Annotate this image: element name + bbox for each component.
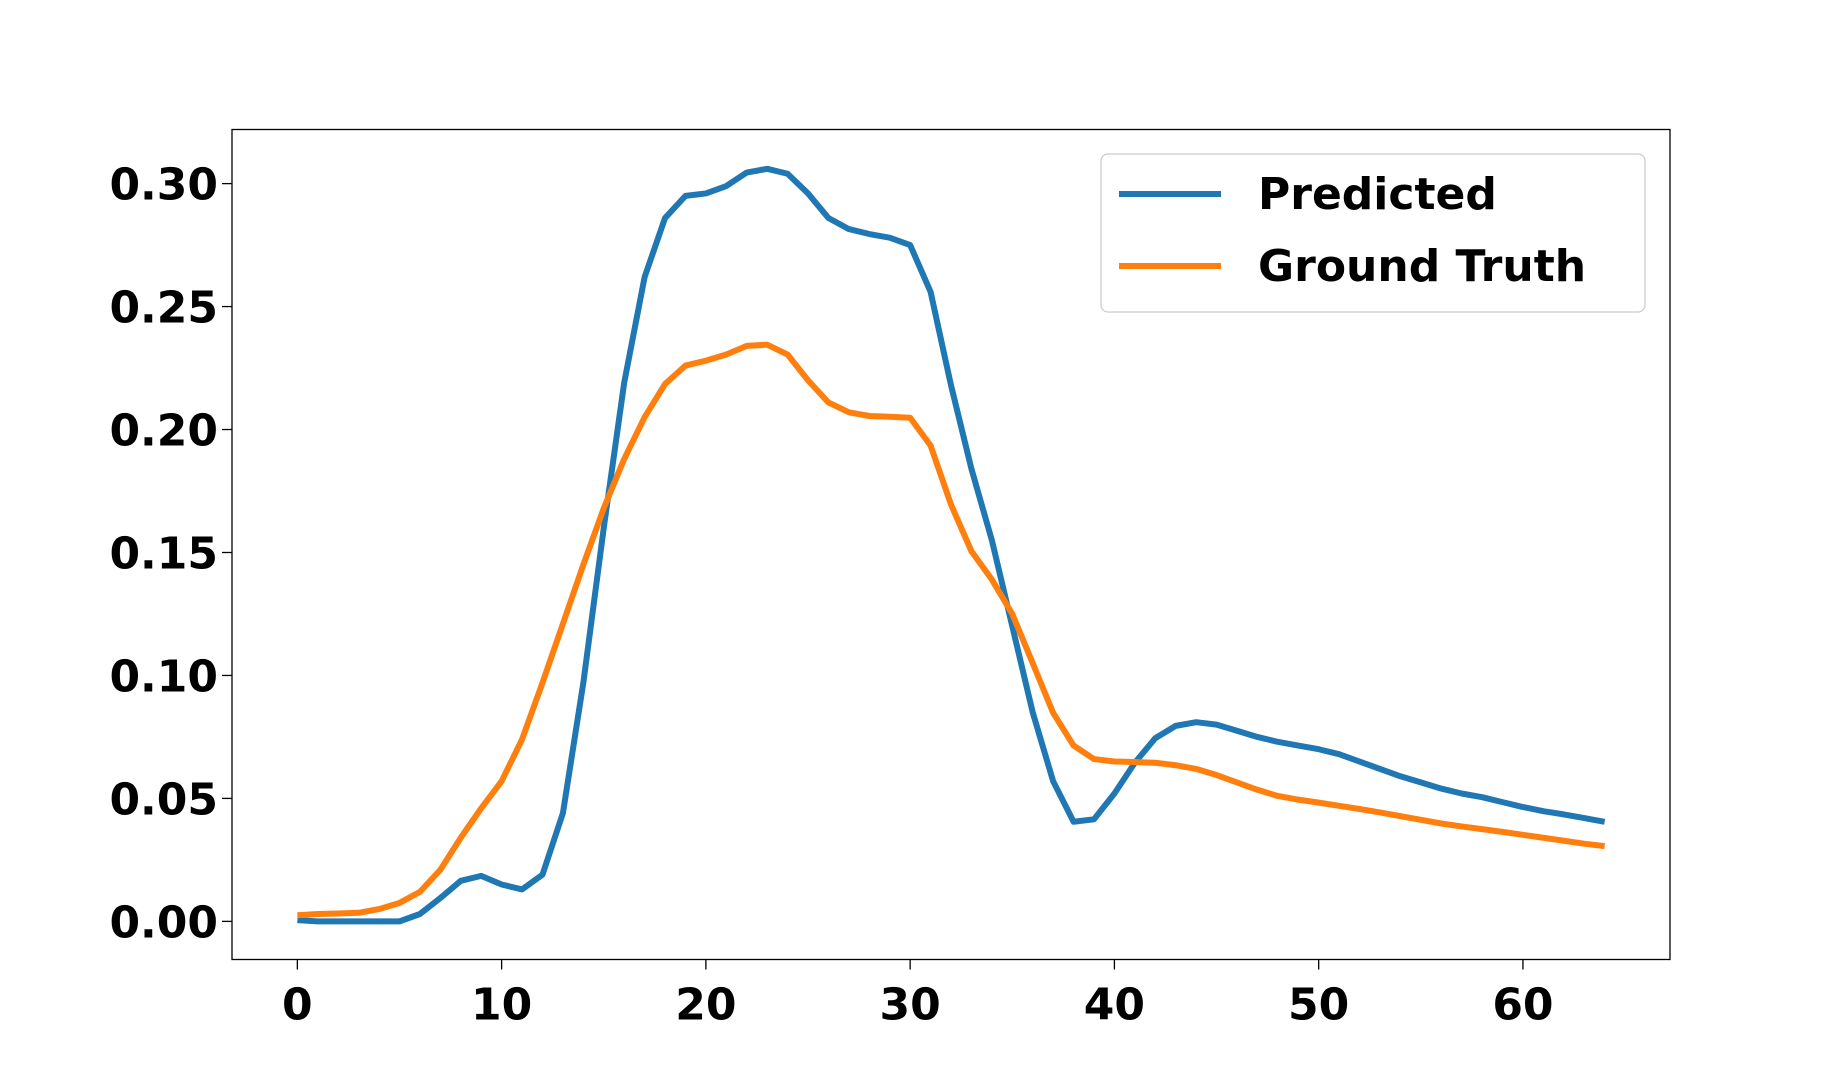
legend: Predicted Ground Truth — [1100, 153, 1646, 313]
y-tick-label: 0.30 — [109, 160, 218, 211]
y-tick-label: 0.25 — [109, 283, 218, 334]
y-tick-label: 0.00 — [109, 897, 218, 948]
axes-frame — [231, 128, 1671, 961]
series-layer — [297, 165, 1606, 925]
legend-label-ground-truth: Ground Truth — [1258, 241, 1586, 292]
y-tick-label: 0.10 — [109, 651, 218, 702]
x-tick-label: 40 — [1084, 980, 1145, 1031]
y-tick-label: 0.05 — [109, 774, 218, 825]
x-tick-label: 60 — [1492, 980, 1553, 1031]
legend-label-predicted: Predicted — [1258, 169, 1497, 220]
legend-box — [1100, 153, 1646, 313]
x-tick-label: 0 — [282, 980, 313, 1031]
x-tick-label: 50 — [1288, 980, 1349, 1031]
y-tick-label: 0.20 — [109, 406, 218, 457]
series-line-ground-truth — [297, 341, 1605, 919]
x-tick-label: 30 — [880, 980, 941, 1031]
x-tick-label: 20 — [675, 980, 736, 1031]
y-axis: 0.00 0.05 0.10 0.15 0.20 0.25 0.30 — [109, 160, 232, 948]
y-tick-label: 0.15 — [109, 528, 218, 579]
x-axis: 0 10 20 30 40 50 60 — [282, 959, 1554, 1031]
x-tick-label: 10 — [471, 980, 532, 1031]
series-line-predicted — [297, 165, 1606, 925]
plot-area — [231, 128, 1671, 961]
